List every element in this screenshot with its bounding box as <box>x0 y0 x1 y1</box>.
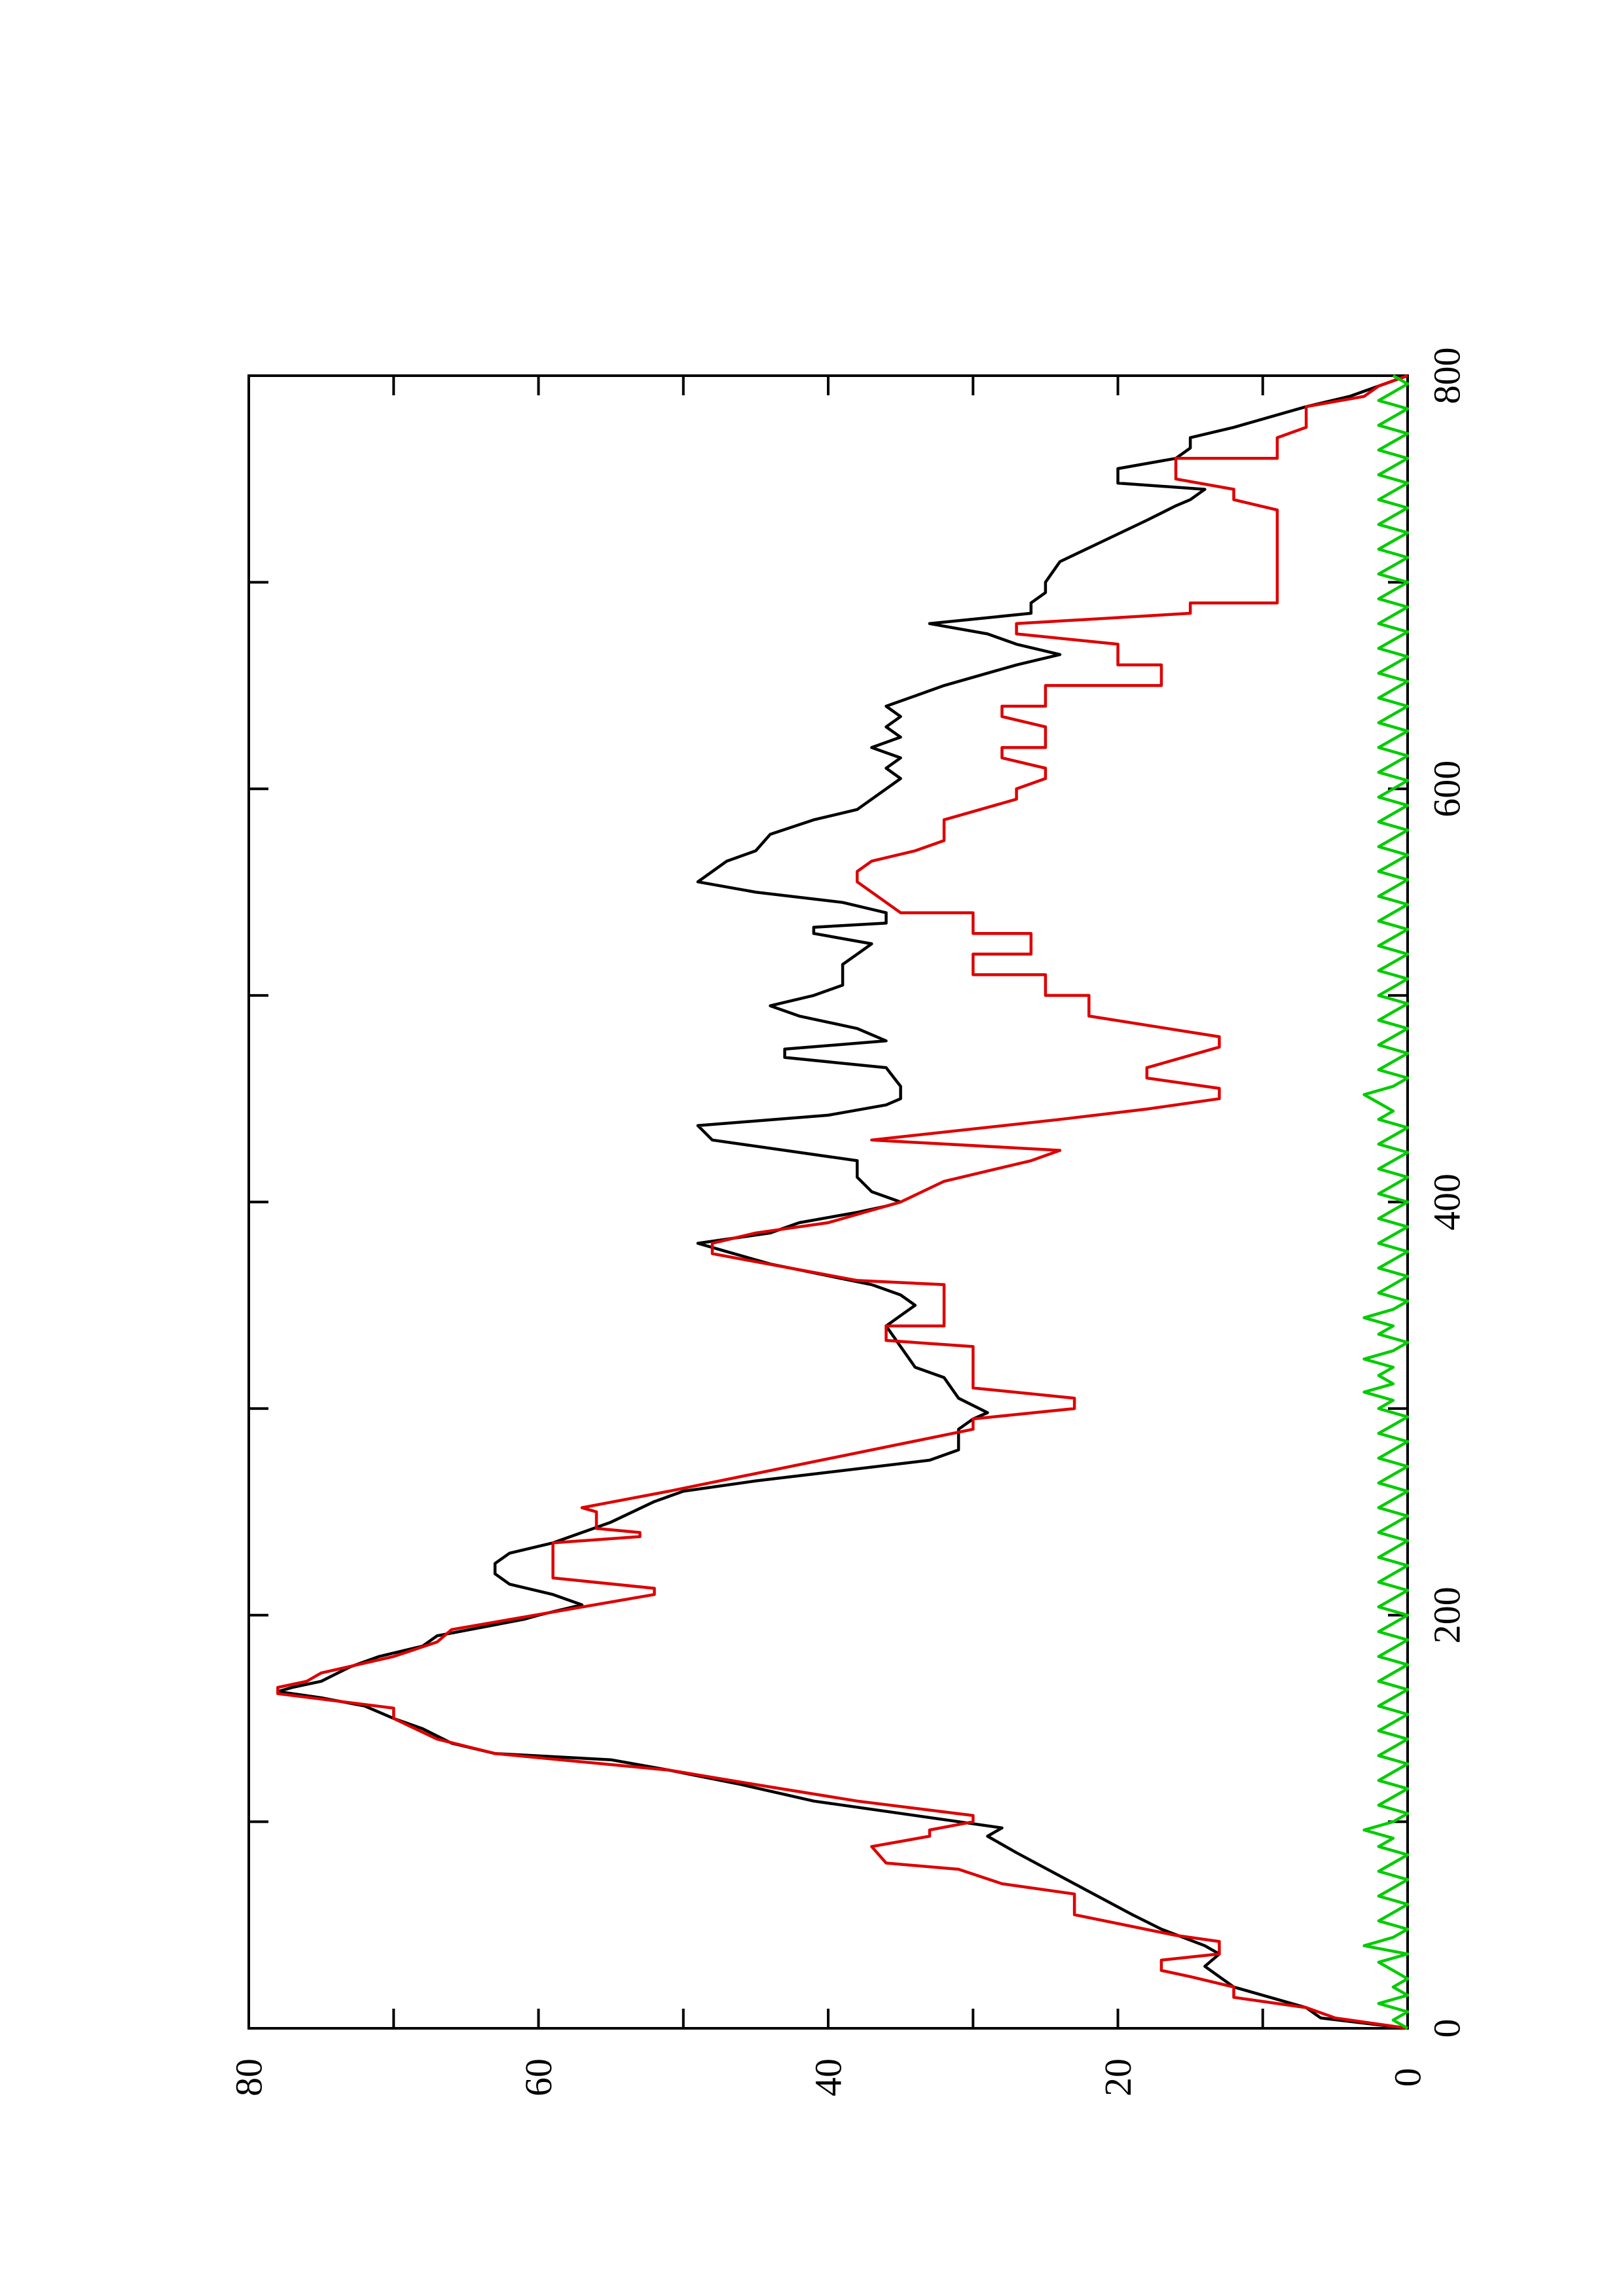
x-tick-label: 200 <box>1426 1587 1468 1643</box>
x-tick-label: 600 <box>1426 761 1468 817</box>
x-tick-label: 800 <box>1426 348 1468 404</box>
y-tick-label: 20 <box>1097 2058 1139 2096</box>
x-tick-label: 400 <box>1426 1174 1468 1230</box>
tick-labels: 0 200 400 600 800 0 20 40 60 80 <box>228 348 1468 2097</box>
y-tick-label: 0 <box>1387 2068 1429 2087</box>
black-series-line <box>276 374 1408 2030</box>
series-lines <box>276 374 1410 2030</box>
y-tick-label: 80 <box>228 2058 270 2096</box>
plot-frame <box>247 374 1409 2030</box>
x-tick-label: 0 <box>1426 2019 1468 2038</box>
red-series-line <box>276 374 1408 2030</box>
axis-ticks <box>247 374 1409 2030</box>
green-series-line <box>1362 374 1410 2030</box>
y-tick-label: 60 <box>517 2058 560 2096</box>
y-tick-label: 40 <box>807 2058 850 2096</box>
